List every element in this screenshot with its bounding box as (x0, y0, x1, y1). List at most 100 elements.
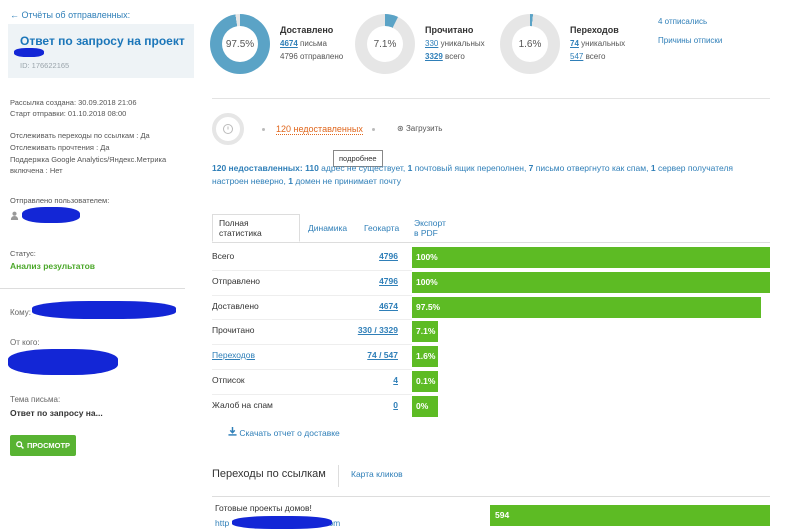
delivered-count-link[interactable]: 4674 (280, 39, 298, 48)
clicks-unit: уникальных (581, 39, 626, 48)
redaction-mark (232, 516, 332, 529)
undelivered-detail-2: 1 (407, 163, 413, 173)
stat-value[interactable]: 4796 (379, 251, 398, 261)
analytics-enabled: включена : Нет (10, 166, 63, 175)
link-url-start: http (215, 518, 230, 528)
delivered-percent: 97.5% (222, 26, 258, 62)
row-divider (212, 369, 412, 370)
stat-percent: 7.1% (416, 326, 436, 337)
stat-value[interactable]: 4 (393, 375, 398, 385)
stat-name[interactable]: Переходов (212, 350, 256, 361)
table-row: Прочитано 330 / 3329 7.1% (212, 319, 770, 344)
stat-name: Жалоб на спам (212, 399, 273, 410)
undelivered-detail-1-text: адрес не существует, (318, 163, 408, 173)
download-undelivered[interactable]: ⊛ Загрузить (397, 124, 442, 133)
read-percent: 7.1% (367, 26, 403, 62)
delivered-donut-chart: 97.5% (210, 14, 270, 74)
tab-geomap[interactable]: Геокарта (364, 223, 400, 233)
read-total-unit: всего (445, 52, 465, 61)
stat-bar-track: 7.1% (412, 321, 770, 343)
clicks-total-unit: всего (585, 52, 606, 61)
table-row: Отписок 4 0.1% (212, 369, 770, 394)
track-links-setting: Отслеживать переходы по ссылкам : Да (10, 131, 150, 140)
stat-bar-track: 0% (412, 395, 770, 417)
stat-value[interactable]: 330 / 3329 (357, 325, 398, 336)
undelivered-detail-3: 7 (528, 163, 534, 173)
download-label: Загрузить (405, 124, 443, 133)
row-divider (212, 294, 412, 296)
delivered-title: Доставлено (280, 25, 334, 35)
stat-bar: 0.1% (412, 371, 438, 392)
link-click-count: 594 (495, 510, 510, 520)
undelivered-detail-5: 1 (288, 176, 293, 186)
divider (338, 465, 339, 487)
stat-bar-track: 0.1% (412, 371, 770, 392)
subject-label: Тема письма: (10, 395, 61, 404)
bullet-dot (262, 128, 265, 131)
undelivered-detail-3-text: письмо отвергнуто как спам, (533, 163, 651, 173)
row-divider (212, 269, 412, 271)
search-icon (16, 440, 24, 451)
analytics-setting: Поддержка Google Analytics/Яндекс.Метрик… (10, 155, 167, 164)
read-donut-chart: 7.1% (355, 14, 415, 74)
clicks-stat: Переходов 74 уникальных 547 всего (570, 24, 625, 63)
download-icon (228, 427, 239, 438)
unsubscribe-reasons-link[interactable]: Причины отписки (658, 36, 723, 45)
tab-full-stats[interactable]: Полная статистика (212, 214, 300, 242)
delivered-stat: Доставлено 4674 письма 4796 отправлено (280, 24, 343, 63)
campaign-id: ID: 176622165 (20, 61, 70, 70)
bullet-dot (372, 128, 375, 131)
divider (212, 98, 770, 99)
stat-percent: 100% (416, 276, 438, 287)
delivered-sent-total: 4796 отправлено (280, 52, 344, 61)
created-date: Рассылка создана: 30.09.2018 21:06 (10, 98, 137, 107)
stat-bar: 0% (412, 395, 438, 417)
stat-bar-track: 97.5% (412, 296, 770, 318)
clicks-unique-link[interactable]: 74 (570, 39, 579, 48)
row-divider (212, 344, 412, 346)
stat-value[interactable]: 4674 (379, 300, 398, 311)
undelivered-detail-count: 120 недоставленных: (212, 163, 303, 173)
delivered-unit: письма (300, 39, 327, 48)
undelivered-detail-5-text: домен не принимает почту (292, 176, 402, 186)
unsubscribed-link[interactable]: 4 отписались (658, 17, 708, 26)
link-url[interactable]: http com (215, 518, 340, 528)
read-total-link[interactable]: 3329 (425, 52, 443, 61)
link-click-bar: 594 (490, 505, 770, 526)
undelivered-ring-icon (212, 113, 244, 145)
user-icon (10, 211, 20, 221)
stat-bar-track: 1.6% (412, 346, 770, 368)
campaign-title-box: Ответ по запросу на проект ID: 176622165 (8, 24, 194, 78)
tab-dynamics[interactable]: Динамика (308, 223, 348, 233)
undelivered-link[interactable]: 120 недоставленных (276, 124, 363, 135)
stat-percent: 0% (416, 400, 429, 411)
undelivered-detail-1: 110 (305, 163, 319, 173)
stat-name: Отписок (212, 375, 245, 385)
table-row: Отправлено 4796 100% (212, 270, 770, 295)
back-to-reports-link[interactable]: ← Отчёты об отправленных: (10, 10, 131, 20)
tabs-underline (212, 242, 770, 243)
preview-button[interactable]: ПРОСМОТР (10, 435, 76, 456)
clicks-total-link[interactable]: 547 (570, 52, 584, 61)
stat-bar: 7.1% (412, 321, 438, 343)
download-circle-icon: ⊛ (397, 124, 404, 133)
click-map-link[interactable]: Карта кликов (351, 469, 403, 479)
download-report-link[interactable]: Скачать отчет о доставке (228, 427, 340, 438)
stat-value[interactable]: 74 / 547 (367, 350, 398, 361)
tab-export-pdf[interactable]: Экспорт в PDF (414, 218, 446, 238)
read-unique-link[interactable]: 330 (425, 39, 439, 48)
read-title: Прочитано (425, 25, 474, 35)
stat-value[interactable]: 0 (393, 399, 398, 410)
divider (0, 288, 185, 289)
link-url-end: com (324, 518, 341, 528)
stat-bar: 100% (412, 271, 770, 293)
sidebar: ← Отчёты об отправленных: Ответ по запро… (0, 0, 195, 531)
stat-percent: 97.5% (416, 301, 441, 312)
stat-value[interactable]: 4796 (379, 275, 398, 286)
divider (212, 496, 770, 497)
table-row: Доставлено 4674 97.5% (212, 295, 770, 320)
stat-name: Прочитано (212, 325, 255, 336)
status-label: Статус: (10, 249, 36, 258)
stat-name: Всего (212, 251, 235, 261)
stat-percent: 1.6% (416, 351, 436, 362)
